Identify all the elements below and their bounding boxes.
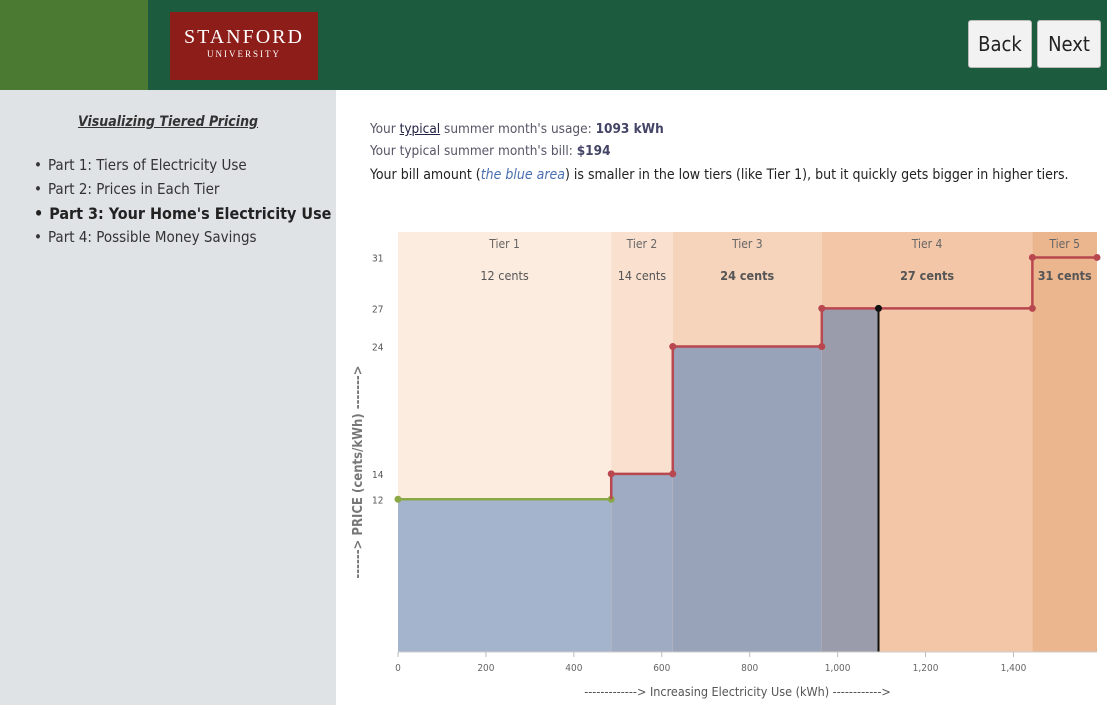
- chart: Tier 1 12 cents Tier 2 14 cents Tier 3 24 cen…: [351, 232, 1101, 699]
- header-accent: [0, 0, 148, 90]
- bill-area: [611, 473, 673, 652]
- note: Your bill amount (the blue area) is smal…: [370, 164, 1070, 186]
- usage-value: 1093 kWh: [595, 121, 664, 137]
- logo[interactable]: STANFORD UNIVERSITY: [170, 12, 318, 80]
- text: Your bill amount (: [370, 167, 481, 183]
- usage-point: [875, 304, 883, 312]
- step-point: [818, 343, 826, 351]
- text: ) is smaller in the low tiers (like Tier…: [564, 167, 1069, 183]
- bill-area: [672, 346, 822, 652]
- x-tick-label: 1,200: [913, 663, 939, 674]
- nav-item[interactable]: Part 1: Tiers of Electricity Use: [34, 156, 331, 180]
- x-axis-label: -------------> Increasing Electricity Us…: [584, 684, 891, 699]
- tier-price-label: 31 cents: [1038, 268, 1092, 283]
- bill-area: [398, 499, 612, 652]
- x-tick-label: 0: [395, 663, 401, 674]
- intro: Your typical summer month's usage: 1093 …: [370, 118, 1070, 186]
- step-point: [1028, 253, 1036, 261]
- x-tick-label: 600: [653, 663, 670, 674]
- tier-name: Tier 4: [911, 237, 943, 251]
- x-tick-label: 800: [741, 663, 758, 674]
- nav-item[interactable]: Part 4: Possible Money Savings: [34, 228, 331, 252]
- tier-price-label: 12 cents: [480, 268, 529, 283]
- y-axis-label: ------> PRICE (cents/kWh) ------->: [351, 365, 366, 578]
- text: Your typical summer month's bill:: [370, 143, 573, 159]
- emphasis: the blue area: [480, 167, 565, 183]
- x-tick-label: 400: [565, 663, 582, 674]
- tier-band: [1032, 232, 1097, 652]
- tier-name: Tier 1: [488, 237, 520, 251]
- step-point: [669, 343, 677, 351]
- tier-price-label: 27 cents: [900, 268, 954, 283]
- x-tick-label: 200: [477, 663, 494, 674]
- logo-subtitle: UNIVERSITY: [207, 49, 281, 59]
- header: [0, 0, 1107, 90]
- bill-line: Your typical summer month's bill: $194: [370, 140, 1070, 162]
- y-tick-label: 24: [372, 343, 384, 354]
- text: summer month's usage:: [444, 121, 592, 137]
- nav-item[interactable]: Part 3: Your Home's Electricity Use: [34, 204, 331, 228]
- tier-name: Tier 3: [731, 237, 763, 251]
- usage-line: Your typical summer month's usage: 1093 …: [370, 118, 1070, 140]
- step-point: [1093, 253, 1101, 261]
- logo-title: STANFORD: [184, 26, 304, 48]
- y-tick-label: 31: [372, 253, 383, 264]
- link[interactable]: typical: [399, 121, 441, 137]
- tier-name: Tier 5: [1048, 237, 1080, 251]
- bill-value: $194: [576, 143, 611, 159]
- step-point: [1028, 304, 1036, 312]
- text: Your: [370, 121, 396, 137]
- x-tick-label: 1,400: [1001, 663, 1027, 674]
- nav-item[interactable]: Part 2: Prices in Each Tier: [34, 180, 331, 204]
- sidebar: Visualizing Tiered Pricing Part 1: Tiers…: [0, 90, 336, 705]
- next-button[interactable]: Next: [1037, 20, 1101, 68]
- bill-area: [821, 308, 879, 652]
- step-point: [394, 495, 402, 503]
- y-tick-label: 14: [372, 470, 384, 481]
- y-tick-label: 27: [372, 304, 383, 315]
- back-button[interactable]: Back: [968, 20, 1032, 68]
- nav-list: Part 1: Tiers of Electricity UsePart 2: …: [34, 156, 331, 252]
- step-point: [818, 304, 826, 312]
- tier-name: Tier 2: [626, 237, 658, 251]
- sidebar-title: Visualizing Tiered Pricing: [77, 114, 259, 130]
- tier-price-label: 14 cents: [618, 268, 667, 283]
- x-tick-label: 1,000: [825, 663, 851, 674]
- tier-price-label: 24 cents: [720, 268, 774, 283]
- step-point: [607, 470, 615, 478]
- y-tick-label: 12: [372, 495, 383, 506]
